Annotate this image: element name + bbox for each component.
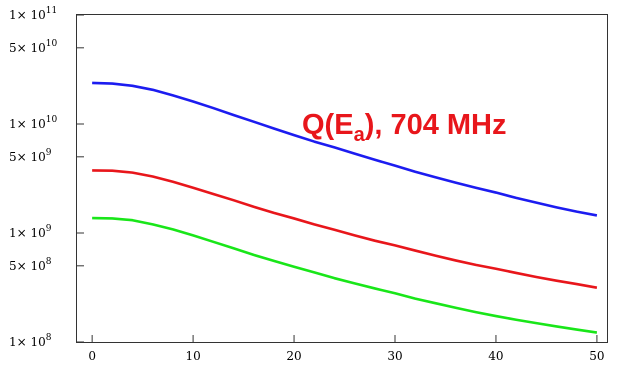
x-tick-label: 10 bbox=[185, 349, 200, 363]
y-tick-label: 5× 1010 bbox=[9, 39, 58, 55]
x-axis-ticks: 0 10 20 30 40 50 bbox=[88, 335, 605, 363]
annotation-sub: a bbox=[354, 124, 366, 146]
y-axis-ticks: 1× 108 5× 108 1× 109 5× 109 1× 1010 5× 1010 1×… bbox=[9, 6, 84, 349]
y-tick-label: 1× 1011 bbox=[9, 6, 57, 22]
chart-annotation: Q(Ea), 704 MHz bbox=[302, 109, 507, 146]
y-tick-label: 1× 109 bbox=[9, 224, 52, 240]
x-tick-label: 20 bbox=[286, 349, 301, 363]
y-tick-label: 1× 1010 bbox=[9, 115, 58, 131]
plot-frame bbox=[76, 14, 608, 343]
series-layer bbox=[92, 81, 598, 334]
series-line-3 bbox=[92, 216, 598, 334]
x-tick-label: 50 bbox=[589, 349, 604, 363]
x-tick-label: 40 bbox=[488, 349, 503, 363]
annotation-pre: Q(E bbox=[302, 109, 354, 141]
series-line-2 bbox=[92, 169, 598, 289]
x-tick-label: 0 bbox=[88, 349, 96, 363]
series-line-1 bbox=[92, 81, 598, 217]
y-tick-label: 1× 108 bbox=[9, 333, 52, 349]
y-tick-label: 5× 108 bbox=[9, 257, 52, 273]
annotation-post: ), 704 MHz bbox=[365, 109, 507, 141]
x-tick-label: 30 bbox=[387, 349, 402, 363]
y-tick-label: 5× 109 bbox=[9, 148, 52, 164]
